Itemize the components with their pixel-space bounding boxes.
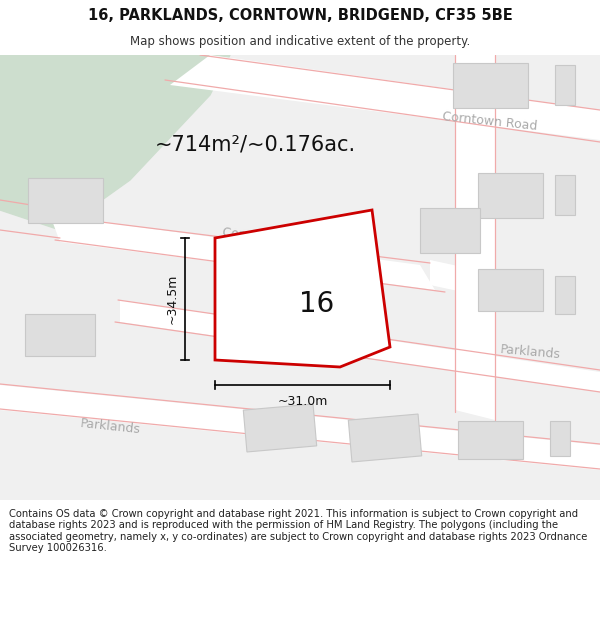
Bar [28,177,103,222]
Text: Parklands: Parklands [299,338,361,357]
Text: Parklands: Parklands [79,418,141,437]
Polygon shape [0,55,230,230]
Text: ~31.0m: ~31.0m [277,395,328,408]
Polygon shape [215,210,390,367]
Text: 16: 16 [299,291,334,318]
Bar [244,404,317,452]
Bar [25,314,95,356]
Polygon shape [0,385,600,470]
Bar [555,175,575,215]
Text: Corntown Road: Corntown Road [222,226,318,249]
Polygon shape [170,55,600,140]
Bar [420,208,480,252]
Bar [452,62,527,107]
Text: ~34.5m: ~34.5m [166,274,179,324]
Text: Corntown Road: Corntown Road [442,111,538,134]
Bar [550,421,570,456]
Polygon shape [430,260,500,300]
Text: 16, PARKLANDS, CORNTOWN, BRIDGEND, CF35 5BE: 16, PARKLANDS, CORNTOWN, BRIDGEND, CF35 … [88,8,512,23]
Bar [555,65,575,105]
Text: Parklands: Parklands [499,343,561,361]
Text: Contains OS data © Crown copyright and database right 2021. This information is : Contains OS data © Crown copyright and d… [9,509,587,553]
Polygon shape [120,300,600,392]
Polygon shape [455,55,495,420]
Bar [478,173,542,218]
Bar [458,421,523,459]
Bar [555,276,575,314]
Bar [478,269,542,311]
Bar [349,414,422,462]
Text: ~714m²/~0.176ac.: ~714m²/~0.176ac. [155,135,356,155]
Polygon shape [50,215,435,290]
Text: Map shows position and indicative extent of the property.: Map shows position and indicative extent… [130,35,470,48]
